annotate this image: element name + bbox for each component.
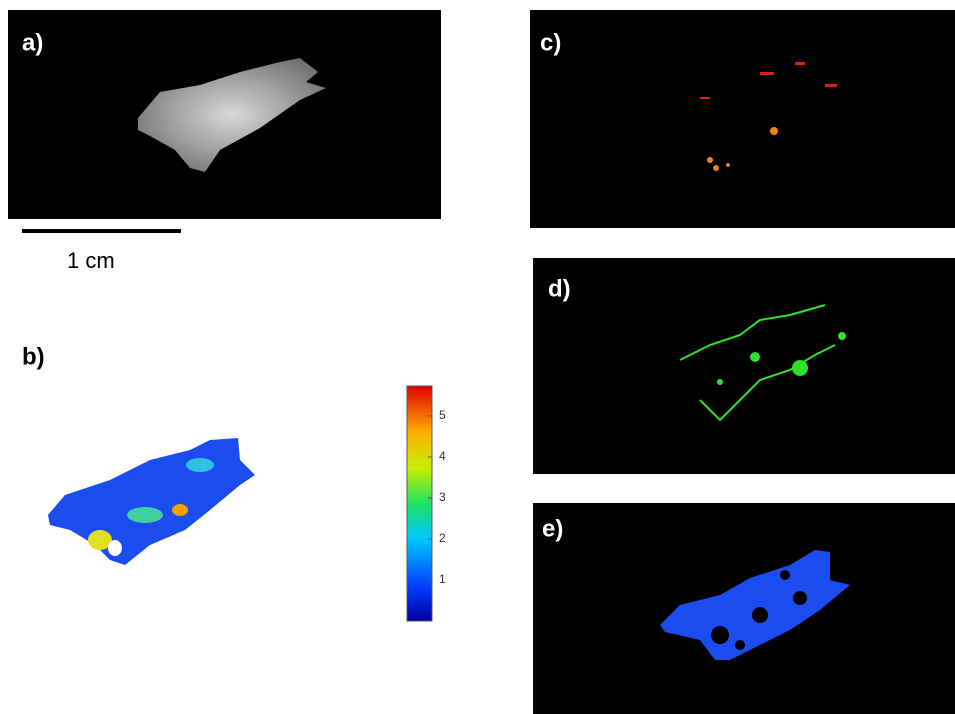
map-d xyxy=(679,304,836,422)
map-patch xyxy=(172,504,188,516)
colorbar-tick-label: 4 xyxy=(439,449,446,463)
map-patch xyxy=(186,458,214,472)
panel-label: c) xyxy=(540,29,561,56)
panel-d-image xyxy=(533,258,955,474)
colorbar xyxy=(406,385,433,622)
colorbar-tick-label: 2 xyxy=(439,531,446,545)
panel-c-image xyxy=(530,10,955,228)
map-patch xyxy=(127,507,163,523)
panel-label: e) xyxy=(542,515,563,542)
colorbar-tick-label: 5 xyxy=(439,408,446,422)
scale-bar-label: 1 cm xyxy=(67,248,115,273)
map-patch xyxy=(88,530,112,550)
map-hole xyxy=(108,540,122,556)
panel-label: b) xyxy=(22,343,45,370)
panel-label: a) xyxy=(22,29,43,56)
colorbar-tick-label: 3 xyxy=(439,490,446,504)
map-e-holes xyxy=(711,570,807,650)
map-b xyxy=(48,438,255,565)
map-c xyxy=(707,127,778,171)
specimen-image xyxy=(138,58,326,172)
panel-label: d) xyxy=(548,275,571,302)
colorbar-tick-label: 1 xyxy=(439,572,446,586)
map-e xyxy=(660,550,850,660)
map-c xyxy=(700,62,837,99)
map-d xyxy=(717,332,846,385)
